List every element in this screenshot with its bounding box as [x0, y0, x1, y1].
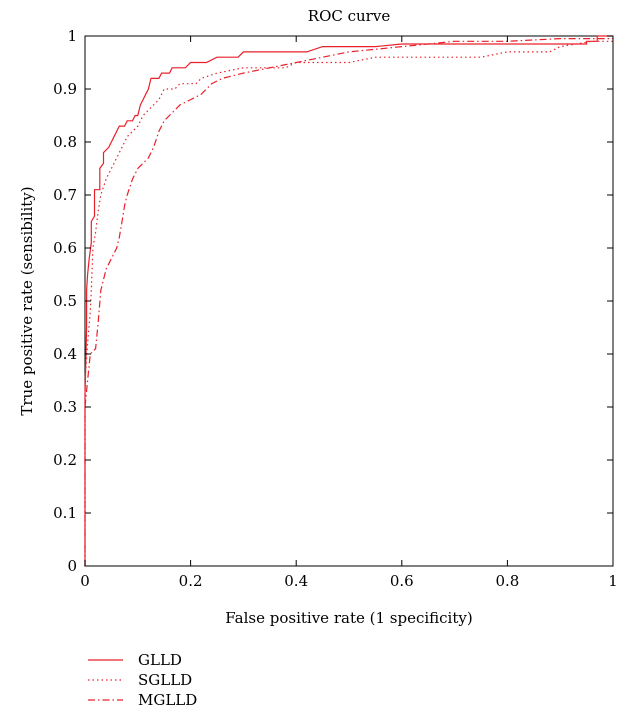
x-tick-label: 0	[80, 572, 90, 590]
y-tick-label: 1	[67, 27, 77, 45]
y-tick-label: 0.4	[53, 345, 77, 363]
y-tick-label: 0.3	[53, 398, 77, 416]
y-axis-title: True positive rate (sensibility)	[18, 186, 36, 415]
x-tick-label: 0.4	[284, 572, 308, 590]
y-tick-label: 0	[67, 557, 77, 575]
legend: GLLD SGLLD MGLLD	[88, 651, 197, 709]
legend-label: GLLD	[138, 651, 182, 669]
legend-item-mglld: MGLLD	[88, 691, 197, 709]
series-line-sglld	[84, 40, 613, 566]
y-tick-label: 0.1	[53, 504, 77, 522]
ticks-layer: 0 0.2 0.4 0.6 0.8 1 0 0.1 0.2 0.3 0.4 0.5 0.6 0.7 0.8 0…	[53, 27, 618, 590]
x-tick-label: 0.2	[179, 572, 203, 590]
x-axis-title: False positive rate (1 specificity)	[225, 609, 472, 627]
legend-item-glld: GLLD	[88, 651, 182, 669]
y-tick-label: 0.8	[53, 133, 77, 151]
plot-area	[84, 35, 614, 567]
legend-item-sglld: SGLLD	[88, 671, 192, 689]
series-line-glld	[84, 35, 613, 566]
x-tick-label: 1	[608, 572, 618, 590]
y-tick-label: 0.2	[53, 451, 77, 469]
plot-frame	[84, 35, 614, 567]
x-tick-label: 0.6	[390, 572, 414, 590]
legend-label: SGLLD	[138, 671, 192, 689]
legend-label: MGLLD	[138, 691, 197, 709]
series-line-mglld	[84, 38, 613, 566]
y-tick-label: 0.7	[53, 186, 77, 204]
series-layer	[84, 35, 613, 566]
y-tick-label: 0.5	[53, 292, 77, 310]
y-tick-label: 0.9	[53, 80, 77, 98]
x-tick-label: 0.8	[495, 572, 519, 590]
chart-title: ROC curve	[308, 7, 391, 25]
y-tick-label: 0.6	[53, 239, 77, 257]
